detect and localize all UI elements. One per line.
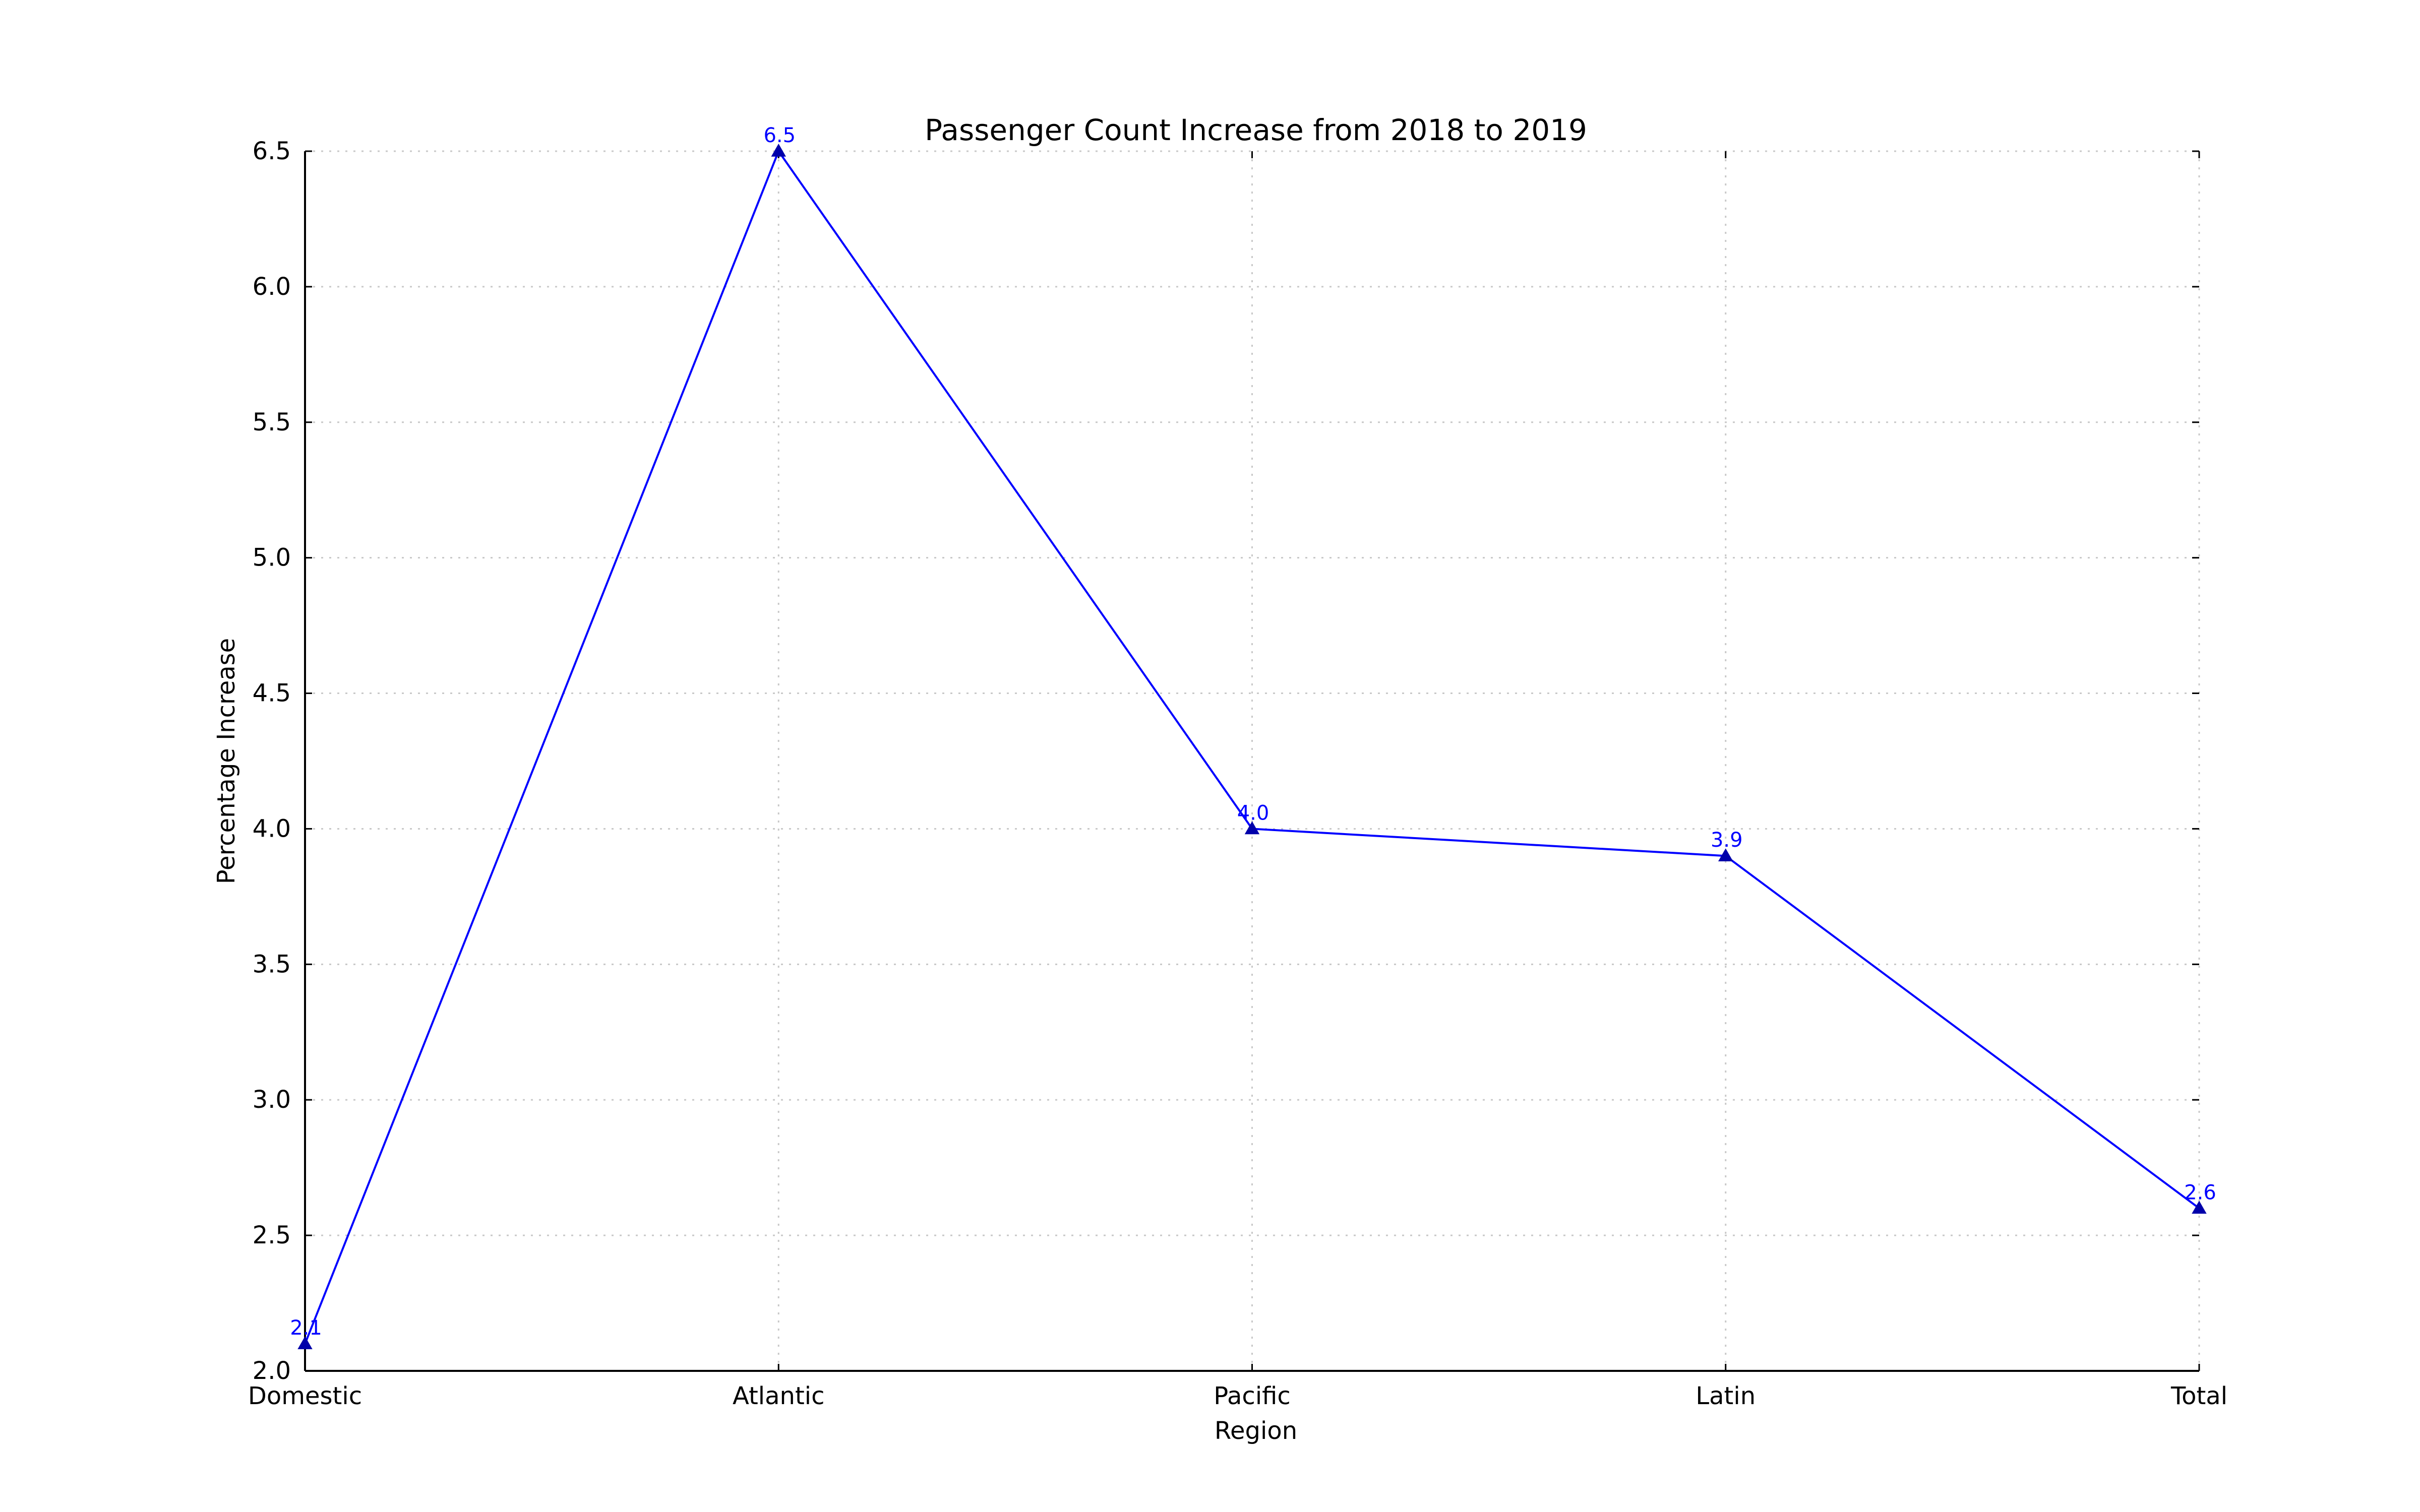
y-tick-label: 3.5 — [253, 950, 291, 978]
y-tick-label: 4.0 — [253, 814, 291, 843]
y-tick-label: 5.5 — [253, 408, 291, 436]
y-tick-label: 5.0 — [253, 544, 291, 572]
grid — [304, 150, 2200, 1372]
data-label: 6.5 — [763, 124, 796, 147]
x-tick-label: Total — [2170, 1382, 2227, 1410]
y-axis-title: Percentage Increase — [212, 638, 240, 884]
y-tick-label: 4.5 — [253, 679, 291, 708]
axes — [304, 151, 2199, 1372]
data-point-marker — [771, 143, 786, 157]
data-label: 2.6 — [2184, 1181, 2216, 1204]
tick-marks — [304, 150, 2200, 1372]
data-label: 3.9 — [1711, 829, 1743, 852]
data-label: 4.0 — [1237, 801, 1269, 825]
data-series — [297, 143, 2207, 1349]
x-tick-labels: Domestic Atlantic Pacific Latin Total — [248, 1382, 2227, 1410]
data-point-marker — [2192, 1201, 2207, 1214]
data-label: 2.1 — [290, 1316, 322, 1340]
y-tick-label: 2.0 — [253, 1357, 291, 1385]
chart-title: Passenger Count Increase from 2018 to 20… — [925, 113, 1587, 147]
x-tick-label: Atlantic — [733, 1382, 825, 1410]
data-point-marker — [1718, 848, 1733, 861]
x-tick-label: Domestic — [248, 1382, 362, 1410]
data-point-marker — [297, 1336, 313, 1349]
x-axis-title: Region — [1215, 1417, 1297, 1445]
x-tick-label: Pacific — [1214, 1382, 1291, 1410]
y-tick-label: 6.0 — [253, 273, 291, 301]
y-tick-label: 2.5 — [253, 1221, 291, 1249]
x-tick-label: Latin — [1696, 1382, 1756, 1410]
y-tick-label: 6.5 — [253, 137, 291, 165]
data-labels: 2.1 6.5 4.0 3.9 2.6 — [290, 124, 2216, 1340]
y-tick-label: 3.0 — [253, 1086, 291, 1114]
y-tick-labels: 2.0 2.5 3.0 3.5 4.0 4.5 5.0 5.5 6.0 6.5 — [253, 137, 291, 1385]
data-point-marker — [1244, 821, 1260, 835]
